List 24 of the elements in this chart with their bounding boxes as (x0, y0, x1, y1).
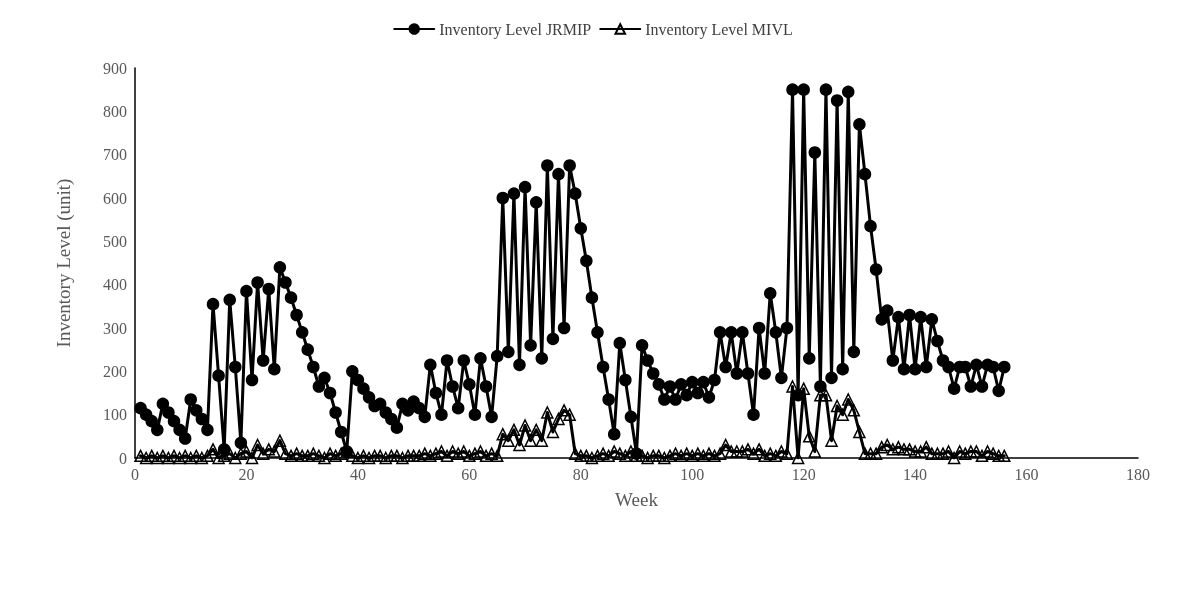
x-tick-label: 160 (1014, 465, 1039, 483)
y-tick-label: 100 (103, 406, 127, 424)
x-tick-label: 60 (461, 465, 478, 483)
x-tick-label: 180 (1126, 465, 1150, 483)
y-tick-label: 600 (103, 189, 127, 207)
x-tick-label: 0 (131, 465, 139, 483)
legend-label: Inventory Level MIVL (645, 20, 793, 39)
y-tick-label: 200 (103, 362, 127, 380)
y-tick-label: 0 (119, 449, 127, 467)
y-tick-label: 700 (103, 146, 127, 164)
y-tick-label: 400 (103, 276, 127, 294)
x-tick-label: 80 (572, 465, 589, 483)
legend-label: Inventory Level JRMIP (439, 20, 592, 39)
y-tick-label: 900 (103, 59, 127, 77)
y-tick-label: 300 (103, 319, 127, 337)
x-tick-label: 140 (903, 465, 928, 483)
y-axis-title: Inventory Level (unit) (53, 178, 75, 348)
x-tick-label: 40 (349, 465, 366, 483)
x-tick-label: 20 (238, 465, 255, 483)
x-tick-label: 120 (791, 465, 816, 483)
x-tick-label: 100 (680, 465, 705, 483)
y-tick-label: 800 (103, 102, 127, 120)
x-axis-title: Week (615, 489, 659, 510)
y-tick-label: 500 (103, 232, 127, 250)
